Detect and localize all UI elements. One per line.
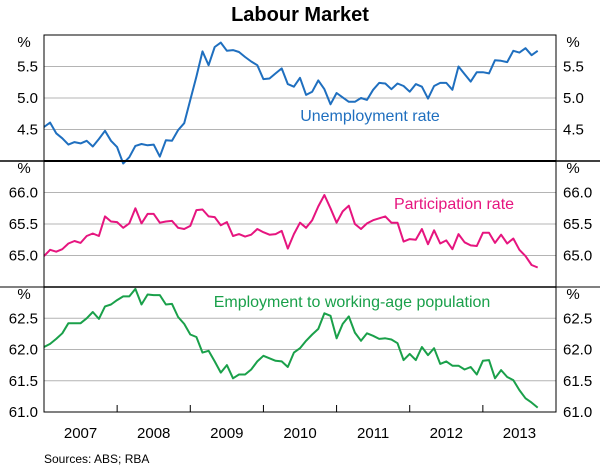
series-line-0 [43, 41, 539, 165]
series-line-1 [43, 194, 539, 269]
unit-label-right: % [566, 286, 579, 303]
x-tick-label: 2009 [210, 425, 243, 442]
y-tick-label-left: 62.5 [9, 310, 38, 327]
y-tick-label-left: 4.5 [17, 122, 38, 139]
chart-title: Labour Market [231, 4, 369, 26]
unit-label-left: % [17, 286, 30, 303]
y-tick-label-right: 65.5 [563, 216, 592, 233]
series-label: Unemployment rate [300, 108, 440, 125]
unit-label-right: % [566, 160, 579, 177]
y-tick-label-right: 62.5 [563, 310, 592, 327]
y-tick-label-right: 65.0 [563, 248, 592, 265]
y-tick-label-left: 5.5 [17, 59, 38, 76]
x-tick-label: 2013 [503, 425, 536, 442]
x-tick-label: 2012 [430, 425, 463, 442]
x-tick-label: 2010 [283, 425, 316, 442]
x-tick-label: 2007 [64, 425, 97, 442]
y-tick-label-left: 65.5 [9, 216, 38, 233]
x-tick-label: 2011 [357, 425, 389, 442]
series-line-2 [43, 287, 539, 409]
unit-label-left: % [17, 160, 30, 177]
y-tick-label-left: 62.0 [9, 342, 38, 359]
unit-label-left: % [17, 34, 30, 51]
y-tick-label-right: 61.5 [563, 373, 592, 390]
series-label: Employment to working-age population [214, 294, 491, 311]
y-tick-label-left: 5.0 [17, 90, 38, 107]
unit-label-right: % [566, 34, 579, 51]
source-note: Sources: ABS; RBA [44, 452, 149, 466]
y-tick-label-left: 61.5 [9, 373, 38, 390]
y-tick-label-right: 4.5 [563, 122, 584, 139]
y-tick-label-right: 5.5 [563, 59, 584, 76]
y-tick-label-right: 62.0 [563, 342, 592, 359]
y-tick-label-left: 65.0 [9, 248, 38, 265]
y-tick-label-right: 61.0 [563, 404, 592, 421]
plot-frame [43, 34, 557, 413]
y-tick-label-left: 61.0 [9, 404, 38, 421]
y-tick-label-left: 66.0 [9, 185, 38, 202]
y-tick-label-right: 5.0 [563, 90, 584, 107]
series-label: Participation rate [394, 196, 514, 213]
y-tick-label-right: 66.0 [563, 185, 592, 202]
x-tick-label: 2008 [137, 425, 170, 442]
